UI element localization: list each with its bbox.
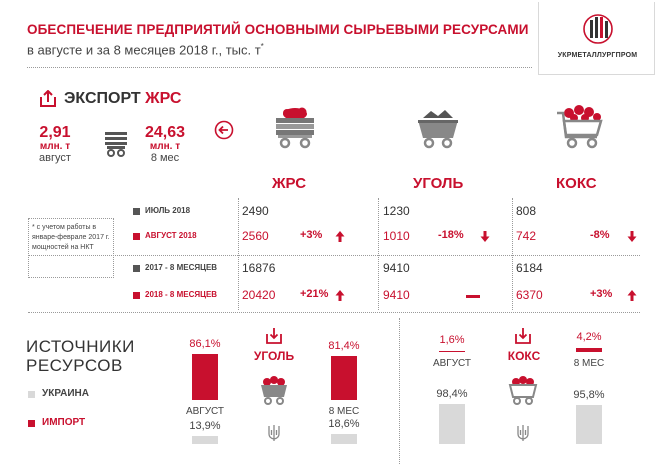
bar-ukraine: [439, 404, 465, 444]
row-label: 2017 - 8 МЕСЯЦЕВ: [145, 263, 218, 272]
arrow-up-icon: [335, 231, 345, 242]
row-label: АВГУСТ 2018: [145, 231, 197, 240]
table-divider: [238, 198, 239, 310]
footnote: * с учетом работы в январе-феврале 2017 …: [28, 218, 114, 278]
bar-import: [576, 348, 602, 352]
logo: УКРМЕТАЛЛУРГПРОМ: [538, 2, 655, 75]
bar-label-import: 1,6%: [439, 333, 465, 346]
legend-swatch-import: [28, 420, 35, 427]
arrow-down-icon: [480, 231, 490, 242]
bar-label-ukraine: 18,6%: [328, 417, 360, 430]
table-cell-value: 20420: [242, 288, 276, 302]
table-cell-value: 6184: [516, 261, 543, 275]
row-bullet: [133, 265, 140, 272]
header-divider: [27, 67, 532, 68]
table-cell-value: 808: [516, 204, 537, 218]
bar-label-ukraine: 98,4%: [436, 388, 468, 401]
column-header: ЖРС: [272, 175, 307, 192]
page-title: ОБЕСПЕЧЕНИЕ ПРЕДПРИЯТИЙ ОСНОВНЫМИ СЫРЬЕВ…: [27, 22, 529, 37]
coal-cart-icon: [418, 110, 458, 149]
group-label-coal: УГОЛЬ: [253, 349, 295, 363]
category-label: 8 МЕС: [328, 406, 360, 417]
logo-text: УКРМЕТАЛЛУРГПРОМ: [557, 52, 638, 59]
bar-import: [192, 353, 218, 400]
bar-label-ukraine: 95,8%: [573, 389, 605, 402]
bar-ukraine: [192, 436, 218, 444]
logo-icon: [583, 14, 613, 44]
bar-import: [439, 350, 465, 352]
coke-cart-icon: [508, 376, 538, 405]
coke-cart-icon: [557, 105, 603, 149]
column-header: УГОЛЬ: [413, 175, 464, 192]
table-cell-value: 6370: [516, 288, 543, 302]
category-label: 8 МЕС: [573, 358, 605, 369]
export-ytd: 24,63 млн. т 8 мес: [144, 124, 186, 164]
table-cell-change: +3%: [300, 229, 323, 241]
flat-dash-icon: [466, 295, 480, 298]
table-cell-change: -8%: [590, 229, 610, 241]
bar-ukraine: [576, 405, 602, 444]
export-icon: [40, 90, 56, 107]
bar-ukraine: [331, 433, 357, 444]
arrow-left-circle-icon: [214, 120, 234, 140]
bar-label-import: 86,1%: [189, 337, 221, 350]
table-divider: [28, 255, 640, 256]
category-label: АВГУСТ: [432, 358, 472, 369]
trident-icon: [517, 425, 529, 441]
ore-cart-icon: [105, 132, 127, 157]
sources-title: ИСТОЧНИКИ РЕСУРСОВ: [26, 337, 135, 375]
row-bullet: [133, 292, 140, 299]
arrow-up-icon: [627, 290, 637, 301]
bar-label-import: 81,4%: [328, 340, 360, 353]
ore-icon: [276, 107, 314, 149]
legend-swatch-ukraine: [28, 391, 35, 398]
trident-icon: [268, 425, 280, 441]
arrow-down-icon: [627, 231, 637, 242]
table-cell-value: 9410: [383, 288, 410, 302]
column-header: КОКС: [556, 175, 597, 192]
section-divider: [28, 312, 640, 313]
table-cell-value: 1230: [383, 204, 410, 218]
legend-label-ukraine: УКРАИНА: [42, 388, 89, 399]
table-cell-value: 742: [516, 229, 537, 243]
bar-label-import: 4,2%: [576, 331, 602, 344]
table-cell-value: 16876: [242, 261, 276, 275]
export-heading: ЭКСПОРТ ЖРС: [64, 90, 182, 107]
row-label: 2018 - 8 МЕСЯЦЕВ: [145, 290, 218, 299]
row-label: ИЮЛЬ 2018: [145, 206, 191, 215]
bar-label-ukraine: 13,9%: [189, 420, 221, 433]
table-cell-change: +21%: [300, 288, 329, 300]
coal-cart-icon: [261, 376, 287, 405]
table-cell-value: 1010: [383, 229, 410, 243]
category-label: АВГУСТ: [185, 406, 225, 417]
table-cell-change: -18%: [438, 229, 464, 241]
legend-label-import: ИМПОРТ: [42, 417, 86, 428]
table-cell-value: 2490: [242, 204, 269, 218]
row-bullet: [133, 233, 140, 240]
export-august: 2,91 млн. т август: [39, 124, 71, 164]
table-cell-value: 9410: [383, 261, 410, 275]
import-icon: [515, 328, 531, 344]
page-subtitle: в августе и за 8 месяцев 2018 г., тыс. т…: [27, 42, 264, 58]
arrow-up-icon: [335, 290, 345, 301]
table-divider: [512, 198, 513, 310]
import-icon: [266, 328, 282, 344]
sources-divider: [399, 318, 400, 464]
group-label-coke: КОКС: [507, 349, 541, 363]
bar-import: [331, 356, 357, 400]
row-bullet: [133, 208, 140, 215]
table-cell-value: 2560: [242, 229, 269, 243]
table-divider: [378, 198, 379, 310]
table-cell-change: +3%: [590, 288, 613, 300]
